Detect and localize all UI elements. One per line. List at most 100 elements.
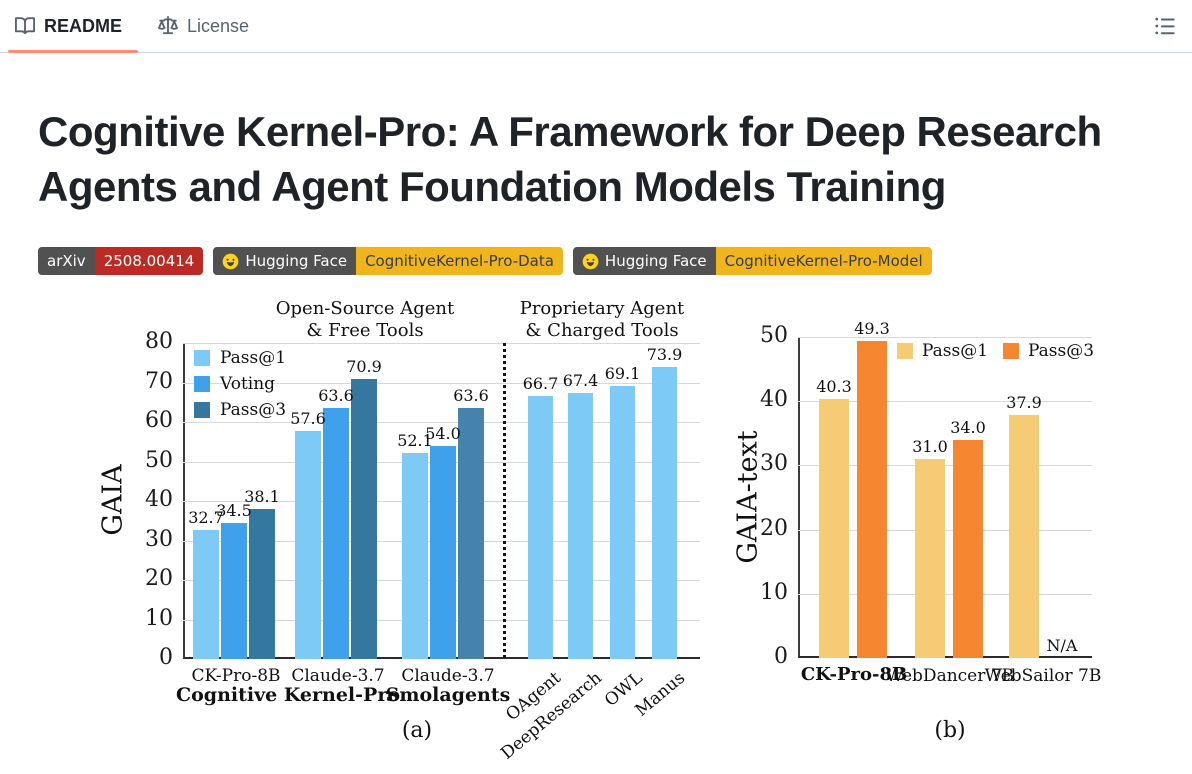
bar: [915, 459, 945, 658]
y-tick-label: 50: [145, 447, 173, 473]
bar: [193, 530, 219, 659]
legend-label: Pass@3: [220, 400, 287, 420]
page-title: Cognitive Kernel-Pro: A Framework for De…: [38, 108, 1102, 211]
framework-label-smolagents: Smolagents: [385, 684, 511, 706]
hf-model-badge[interactable]: Hugging Face CognitiveKernel-Pro-Model: [572, 247, 932, 275]
chart-b-legend-item-pass1: Pass@1: [897, 341, 988, 361]
y-tick-label: 80: [145, 329, 173, 354]
y-tick-label: 70: [145, 368, 173, 394]
bar-value-label: 70.9: [346, 357, 382, 376]
y-tick-label: 30: [760, 451, 788, 477]
arxiv-badge-id: 2508.00414: [94, 247, 204, 275]
bar: [953, 440, 983, 658]
chart-b-plot-area: [798, 337, 1092, 658]
gridline: [183, 343, 700, 344]
bar-value-label: 73.9: [646, 345, 683, 364]
chart-b-y-axis-label: GAIA-text: [732, 430, 764, 564]
chart-a-legend: Pass@1 Voting Pass@3: [194, 348, 286, 420]
hf-data-badge-label: Hugging Face: [245, 252, 348, 270]
framework-label-cognitive-kernel-pro: Cognitive Kernel-Pro: [175, 684, 401, 706]
legend-swatch-pass1: [897, 343, 913, 359]
tab-license[interactable]: License: [152, 0, 255, 52]
y-tick-label: 50: [760, 323, 788, 348]
bar: [295, 431, 321, 659]
section-title-open-source-2: & Free Tools: [306, 320, 424, 341]
chart-b-legend-item-pass3: Pass@3: [1003, 341, 1094, 361]
bar: [249, 509, 275, 659]
bar-value-label: 52.1: [397, 431, 433, 450]
gridline: [798, 529, 1092, 531]
y-tick-label: 30: [145, 526, 173, 552]
y-tick-label: 10: [760, 579, 788, 605]
hf-data-badge[interactable]: Hugging Face CognitiveKernel-Pro-Data: [213, 247, 563, 275]
bar: [610, 386, 635, 659]
file-tab-bar: README License: [0, 0, 1192, 53]
badge-row: arXiv 2508.00414 Hugging Face CognitiveK…: [38, 247, 932, 275]
bar-value-label: 67.4: [562, 371, 599, 390]
y-tick-label: 40: [145, 487, 173, 512]
bar-value-label: 32.7: [188, 508, 224, 527]
hugging-face-icon: [222, 253, 239, 269]
arxiv-badge-label: arXiv: [38, 247, 95, 275]
hf-data-badge-name: CognitiveKernel-Pro-Data: [356, 247, 563, 275]
bar-value-label: 34.5: [216, 501, 252, 520]
y-tick-label: 40: [760, 387, 788, 413]
tab-readme-label: README: [44, 15, 123, 36]
bar: [652, 367, 677, 659]
gridline: [798, 465, 1092, 467]
legend-swatch-pass1: [194, 350, 210, 366]
bar: [221, 523, 247, 659]
bar: [1009, 415, 1039, 658]
outline-button[interactable]: [1154, 15, 1176, 37]
list-unordered-icon: [1155, 17, 1175, 35]
legend-label: Voting: [220, 374, 276, 394]
bar-value-label: 57.6: [290, 409, 326, 428]
hf-model-badge-label: Hugging Face: [604, 252, 707, 270]
bar: [402, 453, 428, 659]
bar-value-label: 34.0: [950, 418, 986, 437]
book-icon: [15, 17, 35, 35]
bar: [568, 393, 593, 659]
y-tick-label: 60: [145, 408, 173, 433]
gridline: [183, 382, 700, 384]
chart-a-caption: (a): [401, 718, 433, 743]
legend-label: Pass@1: [922, 341, 989, 361]
tab-readme[interactable]: README: [8, 0, 138, 53]
x-label-ck-pro-8b: CK-Pro-8B: [191, 666, 281, 686]
bar: [458, 408, 484, 659]
gridline: [798, 337, 1092, 338]
x-label-ck-pro-8b-b: CK-Pro-8B: [800, 664, 908, 685]
gridline: [798, 593, 1092, 595]
x-label-claude-37-a: Claude-3.7: [291, 666, 385, 686]
legend-item: Pass@1: [194, 348, 286, 368]
x-label-claude-37-b: Claude-3.7: [401, 666, 495, 686]
x-label-websailor: WebSailor 7B: [984, 666, 1102, 686]
legend-label: Pass@3: [1028, 341, 1095, 361]
hugging-face-icon: [582, 253, 599, 269]
law-icon: [158, 16, 179, 35]
bar-value-label: 63.6: [453, 386, 489, 405]
arxiv-badge[interactable]: arXiv 2508.00414: [38, 247, 204, 275]
bar-value-label: 66.7: [522, 374, 559, 393]
bar-value-label: 37.9: [1006, 393, 1042, 412]
bar: [351, 379, 377, 659]
legend-swatch-pass3: [1003, 343, 1019, 359]
bar-value-label: 38.1: [244, 487, 280, 506]
chart-b-caption: (b): [934, 718, 966, 743]
legend-item: Voting: [194, 374, 286, 394]
bar: [323, 408, 349, 659]
bar-value-label: 31.0: [912, 437, 948, 456]
tab-license-label: License: [187, 15, 250, 36]
hf-model-badge-name: CognitiveKernel-Pro-Model: [715, 247, 932, 275]
bar-value-label: 40.3: [816, 377, 852, 396]
bar: [430, 446, 456, 659]
section-title-proprietary-1: Proprietary Agent: [519, 298, 685, 319]
section-title-open-source-1: Open-Source Agent: [275, 298, 455, 319]
bar: [857, 341, 887, 658]
legend-swatch-voting: [194, 376, 210, 392]
bar-value-label: 54.0: [425, 424, 461, 443]
legend-swatch-pass3: [194, 402, 210, 418]
gridline: [183, 422, 700, 423]
benchmark-figure: Open-Source Agent & Free Tools Proprieta…: [0, 290, 1192, 774]
